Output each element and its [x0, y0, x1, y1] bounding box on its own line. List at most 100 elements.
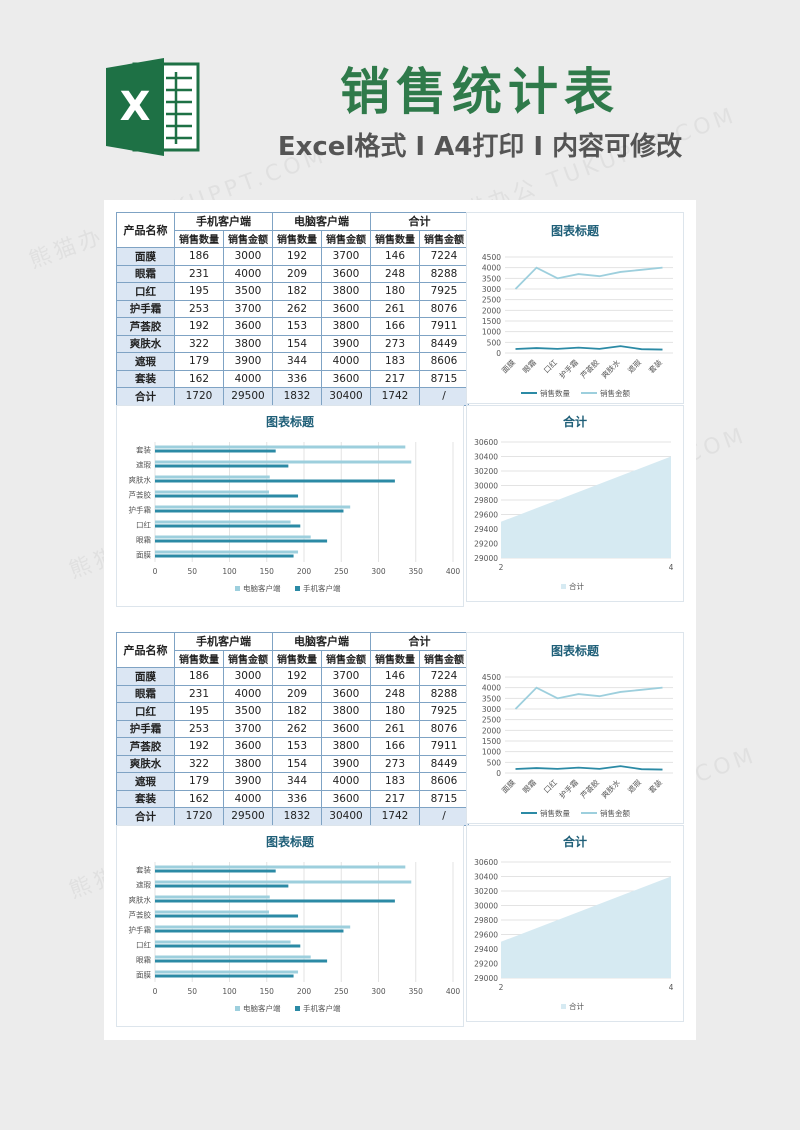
value-cell: /	[419, 807, 469, 826]
x-tick-label: 150	[260, 567, 275, 576]
table-row: 口红 195 3500 182 3800 180 7925	[116, 282, 469, 301]
product-name-cell: 护手霜	[116, 299, 175, 318]
table-row: 口红 195 3500 182 3800 180 7925	[116, 702, 469, 721]
legend-label: 合计	[569, 581, 584, 591]
value-cell: 209	[272, 264, 322, 283]
bar	[155, 974, 294, 978]
value-cell: 3800	[321, 317, 371, 336]
value-cell: 162	[174, 369, 224, 388]
sub-header: 销售数量	[174, 649, 224, 668]
value-cell: 7224	[419, 247, 469, 266]
value-cell: 3600	[321, 264, 371, 283]
value-cell: 1742	[370, 807, 420, 826]
value-cell: 192	[174, 737, 224, 756]
bar	[155, 970, 299, 974]
table-row: 遮瑕 179 3900 344 4000 183 8606	[116, 352, 469, 371]
y-tick-label: 4500	[482, 673, 501, 682]
bar	[155, 449, 276, 453]
value-cell: 273	[370, 334, 420, 353]
y-tick-label: 口红	[136, 520, 151, 530]
y-tick-label: 2000	[482, 306, 501, 315]
value-cell: 8715	[419, 789, 469, 808]
x-tick-label: 4	[669, 983, 674, 992]
value-cell: 3700	[223, 299, 273, 318]
bar-chart: 图表标题 0 50 100 150 200 250 300 350 400 面膜 眼霜 口红 护手霜 芦荟胶…	[116, 825, 464, 1027]
x-tick-label: 口红	[541, 777, 559, 795]
table-row: 护手霜 253 3700 262 3600 261 8076	[116, 299, 469, 318]
value-cell: 3000	[223, 667, 273, 686]
x-tick-label: 口红	[541, 357, 559, 375]
value-cell: 3900	[321, 754, 371, 773]
y-tick-label: 1000	[482, 328, 501, 337]
value-cell: 262	[272, 719, 322, 738]
bar	[155, 869, 276, 873]
value-cell: 8606	[419, 352, 469, 371]
series-line-0	[515, 345, 663, 351]
product-name-cell: 遮瑕	[116, 772, 175, 791]
chart-title: 图表标题	[266, 414, 315, 429]
table-row: 合计 1720 29500 1832 30400 1742/	[116, 807, 469, 826]
value-cell: 30400	[321, 387, 371, 406]
y-tick-label: 3000	[482, 705, 501, 714]
y-tick-label: 1500	[482, 317, 501, 326]
product-name-cell: 遮瑕	[116, 352, 175, 371]
product-name-cell: 护手霜	[116, 719, 175, 738]
y-tick-label: 29400	[474, 525, 498, 534]
y-tick-label: 爽肤水	[129, 895, 152, 905]
table-row: 面膜 186 3000 192 3700 146 7224	[116, 667, 469, 686]
sub-header: 销售金额	[321, 229, 371, 248]
bar	[155, 490, 269, 494]
x-tick-label: 50	[187, 987, 197, 996]
table-row: 套装 162 4000 336 3600 217 8715	[116, 369, 469, 388]
x-tick-label: 眼霜	[521, 778, 538, 795]
value-cell: 180	[370, 282, 420, 301]
value-cell: 4000	[223, 264, 273, 283]
product-name-cell: 芦荟胶	[116, 317, 175, 336]
value-cell: 8288	[419, 264, 469, 283]
chart-title: 合计	[563, 834, 587, 849]
bar	[155, 445, 406, 449]
y-tick-label: 30000	[474, 482, 498, 491]
bar	[155, 940, 291, 944]
y-tick-label: 3500	[482, 694, 501, 703]
y-tick-label: 30400	[474, 453, 498, 462]
legend-label: 销售数量	[540, 808, 570, 818]
x-tick-label: 套装	[646, 777, 664, 795]
table-row: 眼霜 231 4000 209 3600 248 8288	[116, 684, 469, 703]
bar	[155, 494, 299, 498]
y-tick-label: 眼霜	[136, 956, 151, 965]
y-tick-label: 29800	[474, 916, 498, 925]
bar	[155, 899, 395, 903]
logo-letter: X	[120, 84, 151, 130]
value-cell: 1720	[174, 387, 224, 406]
value-cell: 29500	[223, 807, 273, 826]
product-name-cell: 口红	[116, 702, 175, 721]
product-name-cell: 合计	[116, 807, 175, 826]
bar	[155, 520, 291, 524]
value-cell: 192	[174, 317, 224, 336]
table-row: 合计 1720 29500 1832 30400 1742/	[116, 387, 469, 406]
line-chart: 图表标题 0 500 1000 1500 2000 2500 3000 3500 4000 4500…	[466, 632, 684, 824]
legend-label: 合计	[569, 1001, 584, 1011]
x-tick-label: 芦荟胶	[578, 777, 601, 800]
y-tick-label: 0	[496, 769, 501, 778]
x-tick-label: 250	[334, 567, 349, 576]
value-cell: 192	[272, 667, 322, 686]
y-tick-label: 29400	[474, 945, 498, 954]
value-cell: 180	[370, 702, 420, 721]
value-cell: 1720	[174, 807, 224, 826]
value-cell: 322	[174, 754, 224, 773]
x-tick-label: 护手霜	[557, 357, 580, 380]
bar	[155, 535, 311, 539]
group-header: 合计	[370, 212, 469, 231]
y-tick-label: 29200	[474, 540, 498, 549]
x-tick-label: 300	[371, 987, 386, 996]
value-cell: 3800	[223, 334, 273, 353]
bar-chart-svg: 图表标题 0 50 100 150 200 250 300 350 400 面膜 眼霜 口红 护手霜 芦荟胶…	[129, 414, 461, 593]
legend-swatch	[561, 584, 566, 589]
y-tick-label: 面膜	[136, 550, 151, 560]
product-name-cell: 爽肤水	[116, 334, 175, 353]
x-tick-label: 50	[187, 567, 197, 576]
value-cell: 3800	[321, 737, 371, 756]
header-product-name: 产品名称	[116, 632, 175, 668]
